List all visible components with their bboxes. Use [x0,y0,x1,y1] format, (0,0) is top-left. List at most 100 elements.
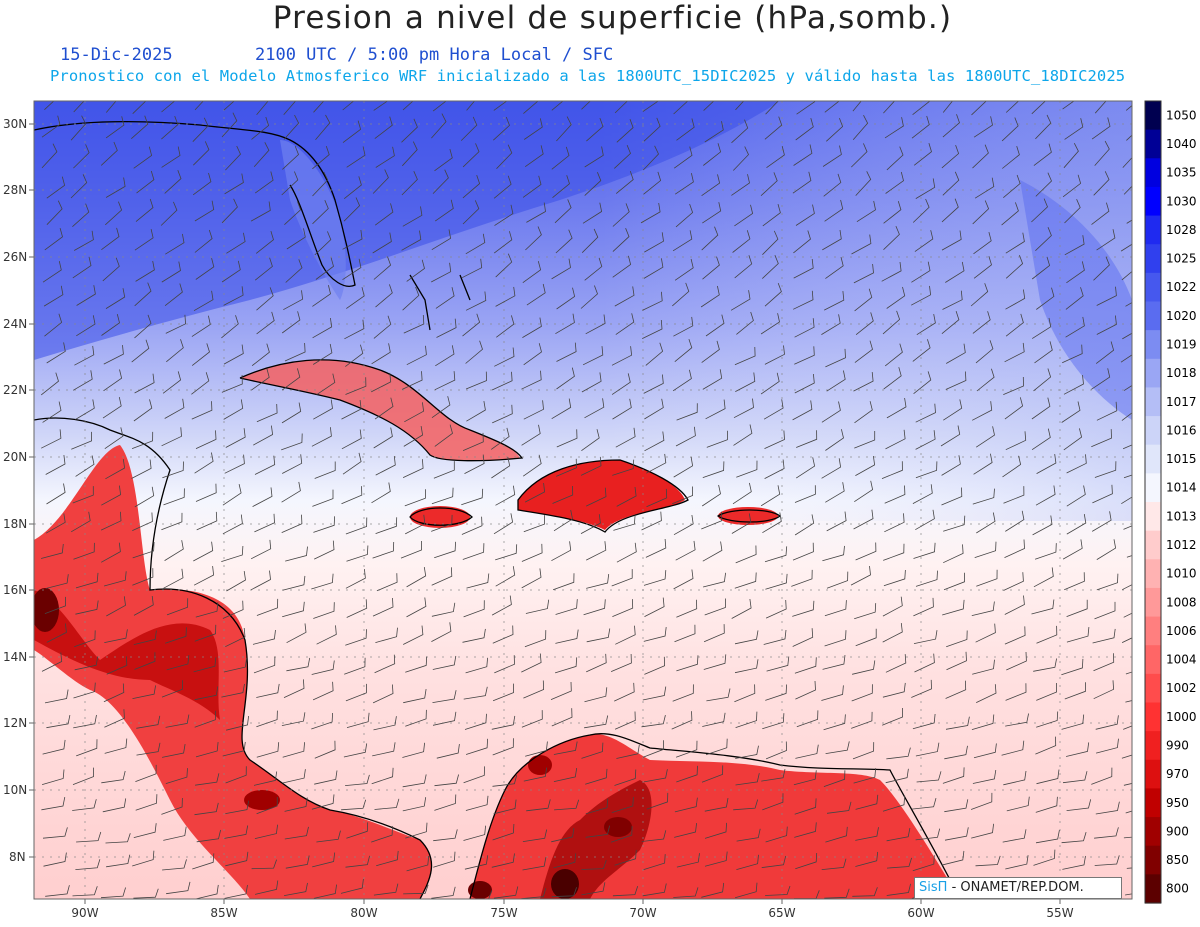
wind-barb [584,687,608,703]
wind-barb [795,744,819,759]
wind-barb [824,291,845,311]
wind-barb [41,652,63,672]
wind-barb [312,681,334,701]
wind-barb [372,169,389,194]
wind-barb [465,657,488,674]
wind-barb [376,850,399,867]
wind-barb [285,855,310,869]
wind-barb [466,401,486,422]
wind-barb [826,117,844,142]
wind-barb [312,200,329,225]
wind-barb [852,742,875,760]
wind-barb [133,823,157,838]
wind-barb [645,538,667,558]
wind-barb [643,374,664,394]
wind-barb [701,511,723,530]
wind-barb [492,774,518,787]
wind-barb [345,683,367,702]
wind-barb [1091,368,1111,390]
wind-barb [344,319,365,340]
wind-barb [521,424,541,446]
wind-barb [912,339,931,362]
wind-barb [852,101,862,112]
wind-barb [851,143,868,168]
wind-barb [643,117,661,142]
wind-barb [523,400,544,420]
wind-barb [823,770,846,787]
wind-barb [223,658,247,673]
wind-barb [734,346,756,366]
wind-barb [1094,140,1110,166]
wind-barb [946,651,967,671]
wind-barb [44,596,66,614]
wind-barb [610,653,632,672]
brand-logo: SisΠ [919,880,948,895]
wind-barb [256,742,280,758]
wind-barb [1004,595,1025,615]
wind-barb [466,101,476,111]
wind-barb [911,115,930,139]
wind-barb [764,345,785,365]
wind-barb [253,142,270,167]
wind-barb [522,260,542,284]
wind-barb [580,285,598,309]
wind-barb [1096,539,1117,560]
colorbar-swatch [1145,416,1161,446]
wind-barb [523,343,542,366]
wind-barb [701,882,725,898]
graticule [34,101,1132,899]
wind-barb [731,598,752,619]
wind-barb [612,398,632,420]
wind-barb [916,314,936,336]
wind-barb [1036,711,1059,728]
wind-barb [645,342,664,366]
wind-barb [1121,496,1132,505]
wind-barb [223,399,244,420]
colorbar-label: 1002 [1166,681,1197,695]
wind-barb [250,539,272,560]
wind-barb [1031,599,1055,615]
wind-barb [735,745,759,759]
wind-barb [584,146,604,168]
wind-barb [551,827,575,843]
wind-barb [705,738,728,756]
wind-barb [283,114,300,140]
wind-barb [73,542,95,560]
lat-label: 20N [3,450,27,464]
lat-label: 26N [3,250,27,264]
wind-barb [1033,658,1057,672]
wind-barb [135,794,158,811]
wind-barb [551,887,577,898]
wind-barb [551,146,570,170]
wind-barb [673,456,694,478]
wind-barb [552,573,575,591]
wind-barb [1123,474,1132,479]
wind-barb [521,710,543,728]
wind-barb [164,398,185,419]
wind-barb [493,116,510,141]
wind-barb [615,427,636,448]
wind-barb [342,101,355,111]
wind-barb [256,403,278,423]
wind-barb [164,540,184,561]
wind-barb [406,597,427,618]
wind-barb [160,201,178,226]
colorbar-swatch [1145,129,1161,159]
wind-barb [975,855,1001,867]
wind-barb [555,313,575,335]
colorbar-swatch [1145,186,1161,217]
credit-text: - ONAMET/REP.DOM. [951,880,1084,895]
wind-barb [284,826,309,840]
wind-barb [105,177,126,198]
wind-barb [341,429,362,450]
wind-barb [584,715,609,729]
wind-barb [945,716,970,730]
wind-barb [372,597,394,617]
wind-barb [281,402,302,424]
wind-barb [580,514,601,534]
wind-barb [194,200,215,222]
wind-barb [765,885,791,896]
wind-barb [1061,831,1087,844]
wind-barb [103,345,124,365]
wind-barb [1005,683,1027,701]
